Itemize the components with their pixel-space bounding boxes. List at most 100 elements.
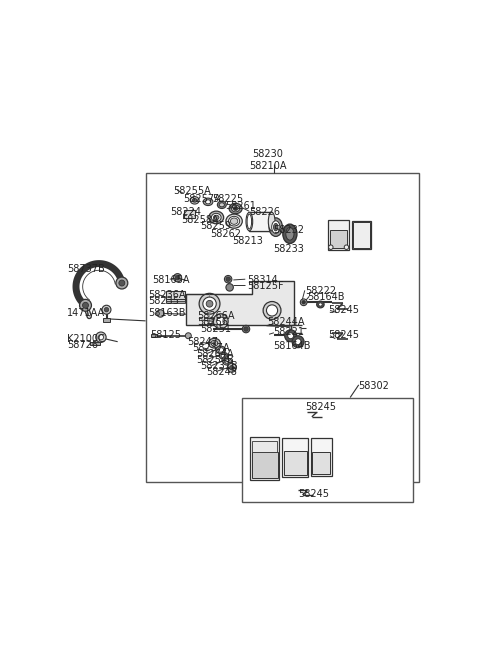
Bar (284, 451, 307, 475)
Ellipse shape (274, 224, 278, 231)
Text: 58164B: 58164B (273, 341, 310, 351)
Circle shape (80, 299, 92, 311)
Ellipse shape (219, 352, 228, 359)
Bar (252, 452, 277, 478)
Circle shape (116, 277, 128, 289)
Text: 58737B: 58737B (67, 264, 105, 274)
Ellipse shape (269, 218, 282, 236)
Circle shape (226, 277, 230, 281)
Ellipse shape (226, 214, 242, 228)
Bar (183, 211, 195, 218)
Circle shape (199, 293, 220, 314)
Circle shape (173, 274, 181, 282)
Circle shape (300, 299, 307, 306)
Ellipse shape (223, 358, 232, 365)
Text: 58236A: 58236A (148, 290, 186, 300)
Circle shape (288, 333, 294, 338)
Circle shape (244, 327, 248, 331)
Bar (282, 438, 309, 477)
Bar (330, 230, 347, 248)
Text: 58245: 58245 (305, 402, 336, 412)
Ellipse shape (286, 228, 294, 240)
Ellipse shape (209, 211, 224, 224)
Ellipse shape (228, 216, 240, 226)
Text: 58302: 58302 (359, 380, 389, 390)
Bar (311, 438, 332, 476)
Bar (252, 441, 277, 452)
Ellipse shape (208, 338, 220, 348)
Ellipse shape (229, 203, 242, 214)
Text: 58248: 58248 (206, 367, 237, 377)
Text: 58261: 58261 (226, 201, 256, 211)
Circle shape (344, 245, 348, 249)
Ellipse shape (247, 214, 252, 229)
Bar (353, 222, 370, 249)
Text: 58125: 58125 (150, 330, 181, 340)
Text: 58257A: 58257A (183, 194, 220, 204)
Ellipse shape (214, 215, 219, 220)
Circle shape (102, 305, 111, 314)
Circle shape (156, 310, 164, 317)
Text: 58245: 58245 (328, 330, 359, 340)
Ellipse shape (272, 221, 280, 234)
Ellipse shape (211, 213, 221, 222)
Text: 58256: 58256 (197, 318, 228, 327)
Circle shape (285, 330, 297, 342)
Ellipse shape (211, 340, 218, 346)
Circle shape (225, 276, 232, 283)
Ellipse shape (205, 200, 211, 204)
Ellipse shape (225, 359, 230, 364)
Text: 58233: 58233 (273, 243, 304, 254)
Text: 1471AA: 1471AA (67, 308, 106, 318)
Circle shape (185, 333, 192, 338)
Bar (249, 213, 272, 231)
Text: 58255A: 58255A (173, 186, 211, 196)
Polygon shape (167, 274, 279, 295)
Ellipse shape (230, 218, 238, 224)
Bar (352, 221, 371, 249)
Text: 58226: 58226 (249, 207, 280, 217)
Circle shape (229, 365, 234, 370)
Text: 58245: 58245 (328, 306, 359, 316)
Text: 58266A: 58266A (197, 312, 234, 321)
Bar (166, 300, 185, 303)
Circle shape (329, 245, 333, 249)
Circle shape (216, 317, 225, 325)
Circle shape (263, 302, 281, 319)
Circle shape (206, 300, 213, 307)
Circle shape (242, 325, 250, 333)
Ellipse shape (317, 301, 324, 308)
Text: 58222: 58222 (305, 286, 336, 296)
Polygon shape (160, 194, 220, 224)
Bar (242, 398, 413, 502)
Text: 58262: 58262 (211, 229, 241, 239)
Circle shape (302, 300, 305, 304)
Ellipse shape (217, 201, 226, 209)
Text: 58259: 58259 (201, 221, 232, 232)
Text: 58221: 58221 (273, 327, 304, 337)
Text: 58125F: 58125F (247, 281, 283, 291)
Text: 58164B: 58164B (307, 292, 345, 302)
Text: 58726: 58726 (67, 340, 98, 350)
Ellipse shape (219, 203, 225, 207)
Ellipse shape (203, 198, 213, 205)
Ellipse shape (216, 346, 226, 354)
Bar (145, 173, 419, 482)
Circle shape (98, 335, 104, 340)
Text: 58224: 58224 (170, 207, 201, 217)
Circle shape (203, 297, 216, 310)
Bar (166, 291, 185, 302)
Circle shape (292, 336, 304, 348)
Circle shape (96, 332, 106, 342)
Bar (328, 220, 349, 250)
Ellipse shape (283, 224, 297, 243)
Ellipse shape (268, 213, 275, 231)
Text: 58245: 58245 (298, 489, 329, 499)
Ellipse shape (231, 205, 240, 212)
Text: 58247: 58247 (187, 337, 218, 346)
Text: 58254B: 58254B (196, 354, 234, 365)
Ellipse shape (213, 342, 216, 344)
Text: 58314: 58314 (247, 275, 277, 285)
Bar (103, 318, 110, 321)
Text: 58225: 58225 (212, 194, 243, 204)
